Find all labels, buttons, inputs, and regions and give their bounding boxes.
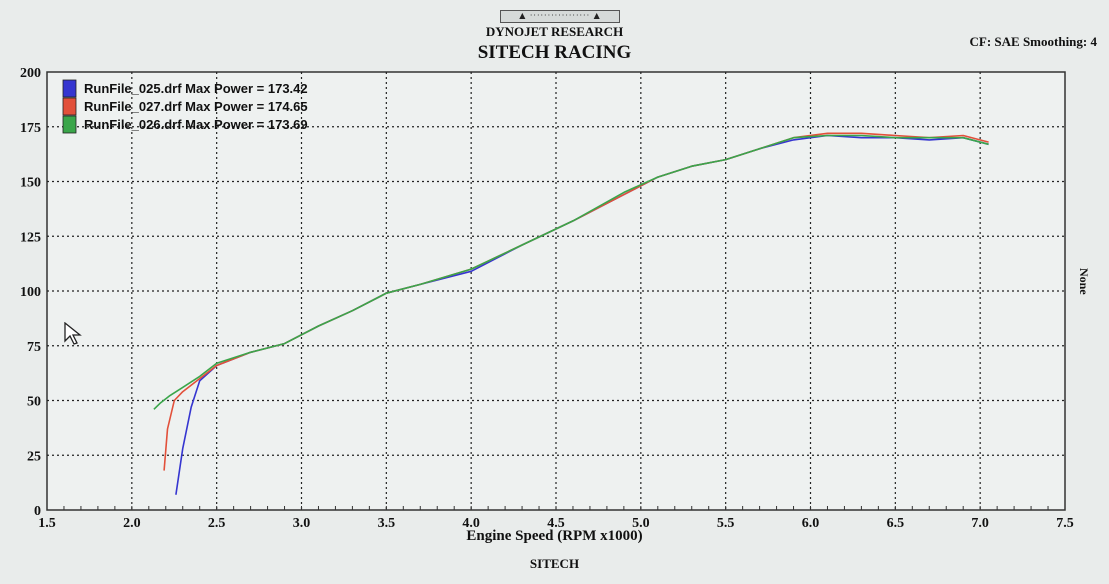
chart-title: SITECH RACING: [477, 42, 632, 63]
y-tick-label: 125: [20, 230, 41, 245]
y-tick-label: 75: [27, 340, 41, 355]
company-name: DYNOJET RESEARCH: [485, 24, 624, 39]
legend-label: RunFile_025.drf Max Power = 173.42: [84, 81, 308, 96]
x-tick-label: 5.5: [717, 516, 735, 531]
legend-swatch: [62, 115, 77, 134]
legend-swatch: [62, 79, 77, 98]
x-tick-label: 2.5: [208, 516, 226, 531]
x-tick-label: 3.5: [378, 516, 396, 531]
x-tick-label: 4.0: [462, 516, 480, 531]
x-tick-label: 2.0: [123, 516, 141, 531]
legend: RunFile_025.drf Max Power = 173.42 RunFil…: [62, 79, 308, 134]
x-tick-label: 3.0: [293, 516, 311, 531]
legend-label: RunFile_026.drf Max Power = 173.69: [84, 117, 308, 132]
y-tick-label: 175: [20, 121, 41, 136]
correction-factor-info: CF: SAE Smoothing: 4: [969, 34, 1098, 49]
footer-label: SITECH: [529, 556, 580, 571]
y-tick-label: 150: [20, 176, 41, 191]
y-tick-label: 0: [34, 504, 41, 519]
x-axis-label: Engine Speed (RPM x1000): [466, 528, 643, 544]
grid-lines: [47, 72, 1065, 510]
legend-label: RunFile_027.drf Max Power = 174.65: [84, 99, 308, 114]
right-axis-label: None: [1077, 268, 1091, 295]
series-lines: [153, 132, 989, 495]
x-tick-label: 4.5: [547, 516, 565, 531]
legend-swatch: [62, 97, 77, 116]
x-tick-label: 6.5: [887, 516, 905, 531]
y-tick-label: 25: [27, 449, 41, 464]
x-tick-label: 7.0: [971, 516, 989, 531]
series-line-2: [153, 134, 989, 410]
x-tick-label: 5.0: [632, 516, 650, 531]
axis-ticks: 1.5 2.0 2.5 3.0 3.5 4.0 4.5 5.0 5.5 6.0 6.5 7.0 7.5 0…: [20, 66, 1074, 531]
y-tick-label: 200: [20, 66, 41, 81]
x-tick-label: 1.5: [38, 516, 56, 531]
mouse-cursor-icon: [64, 322, 82, 345]
x-tick-label: 6.0: [802, 516, 820, 531]
scroll-indicator[interactable]: ▲ ················· ▲: [500, 10, 620, 23]
y-tick-label: 100: [20, 285, 41, 300]
y-tick-label: 50: [27, 395, 41, 410]
x-tick-label: 7.5: [1056, 516, 1074, 531]
